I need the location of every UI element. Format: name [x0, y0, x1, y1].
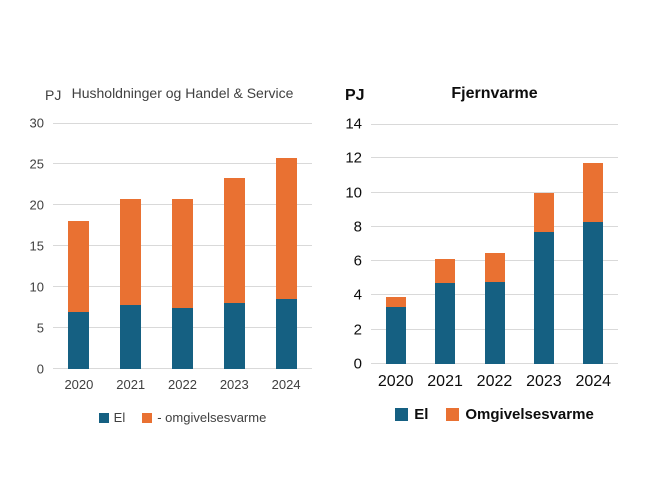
x-tick-label: 2023: [526, 373, 562, 390]
legend-item: El: [395, 406, 428, 423]
gridline: [53, 163, 312, 164]
y-axis: 0 5 10 15 20 25 30: [20, 117, 53, 376]
x-axis: 2020 2021 2022 2023 2024: [371, 364, 618, 390]
stacked-bar: [120, 199, 142, 369]
stacked-bar: [583, 163, 604, 364]
legend-label: El: [113, 410, 126, 425]
x-tick-label: 2021: [427, 373, 463, 390]
legend-swatch: [395, 408, 409, 421]
x-tick-label: 2024: [271, 377, 301, 392]
bar-segment: [583, 221, 604, 364]
bar-segment: [172, 307, 193, 369]
stacked-bar: [68, 220, 90, 369]
y-axis: 0 2 4 6 8 10 12 14: [335, 117, 371, 372]
stacked-bar: [435, 259, 456, 364]
y-tick-label: 20: [29, 197, 44, 213]
chart-header: PJ Fjernvarme: [335, 85, 645, 124]
bar-segment: [533, 192, 554, 232]
y-tick-label: 10: [345, 184, 362, 202]
stacked-bar: [533, 192, 554, 364]
stacked-bar: [223, 177, 245, 369]
y-tick-label: 4: [353, 286, 362, 304]
y-axis-unit-label: PJ: [45, 87, 62, 103]
x-tick-label: 2022: [476, 373, 513, 390]
bar-segment: [435, 283, 456, 364]
bar-segment: [484, 252, 505, 282]
bar-segment: [275, 299, 297, 369]
plot-area: [371, 124, 618, 364]
gridline: [371, 191, 618, 193]
bar-segment: [275, 158, 297, 300]
legend-swatch: [142, 412, 153, 423]
gridline: [53, 123, 312, 124]
bar-segment: [385, 297, 406, 308]
legend-swatch: [98, 412, 109, 423]
chart-header: PJ Husholdninger og Handel & Service: [20, 85, 320, 123]
stacked-bar: [484, 252, 505, 364]
legend-swatch: [446, 408, 460, 421]
x-tick-label: 2024: [575, 373, 612, 390]
bar-segment: [120, 305, 142, 369]
bar-segment: [223, 177, 245, 304]
chart-title: Husholdninger og Handel & Service: [71, 85, 294, 101]
bar-segment: [68, 220, 90, 312]
chart-husholdninger-handel-service: PJ Husholdninger og Handel & Service 0 5 1…: [20, 85, 320, 425]
chart-fjernvarme: PJ Fjernvarme 0 2 4 6 8 10 12 14 2020 2021 2022 20…: [335, 85, 645, 423]
bar-segment: [223, 303, 245, 369]
legend-label: Omgivelsesvarme: [465, 406, 594, 423]
x-tick-label: 2021: [116, 377, 146, 392]
x-tick-label: 2022: [168, 377, 197, 392]
chart-title: Fjernvarme: [451, 85, 538, 102]
y-tick-label: 8: [353, 218, 362, 236]
y-tick-label: 14: [345, 115, 362, 133]
y-axis-unit-label: PJ: [345, 87, 365, 104]
legend-label: - omgivelsesvarme: [157, 410, 267, 425]
stacked-bar: [275, 158, 297, 369]
legend: El Omgivelsesvarme: [371, 406, 618, 423]
y-tick-label: 25: [29, 156, 44, 172]
bar-segment: [385, 307, 406, 364]
y-tick-label: 5: [36, 320, 44, 336]
legend-item: El: [98, 410, 126, 425]
bar-segment: [68, 311, 90, 369]
bar-segment: [172, 199, 193, 308]
y-tick-label: 2: [353, 321, 362, 339]
x-tick-label: 2023: [219, 377, 249, 392]
y-tick-label: 30: [29, 115, 44, 131]
y-tick-label: 10: [29, 279, 44, 295]
bar-segment: [435, 259, 456, 284]
x-axis: 2020 2021 2022 2023 2024: [53, 369, 312, 391]
x-tick-label: 2020: [64, 377, 94, 392]
stacked-bar: [172, 199, 193, 369]
bar-segment: [533, 232, 554, 364]
bar-segment: [484, 281, 505, 364]
gridline: [371, 225, 618, 227]
legend: El - omgivelsesvarme: [53, 410, 312, 425]
y-tick-label: 15: [29, 238, 44, 254]
chart-body: 0 5 10 15 20 25 30: [20, 117, 320, 376]
y-tick-label: 6: [353, 252, 362, 270]
plot-area: [53, 123, 312, 369]
legend-item: Omgivelsesvarme: [446, 406, 594, 423]
y-tick-label: 0: [36, 361, 44, 377]
y-tick-label: 12: [345, 149, 362, 167]
legend-label: El: [414, 406, 429, 423]
chart-body: 0 2 4 6 8 10 12 14: [335, 117, 645, 372]
gridline: [371, 157, 618, 159]
x-tick-label: 2020: [377, 373, 414, 390]
stacked-bar: [385, 297, 406, 364]
gridline: [371, 124, 618, 125]
bar-segment: [120, 199, 142, 306]
bar-segment: [583, 163, 604, 222]
y-tick-label: 0: [353, 355, 362, 373]
legend-item: - omgivelsesvarme: [142, 410, 266, 425]
